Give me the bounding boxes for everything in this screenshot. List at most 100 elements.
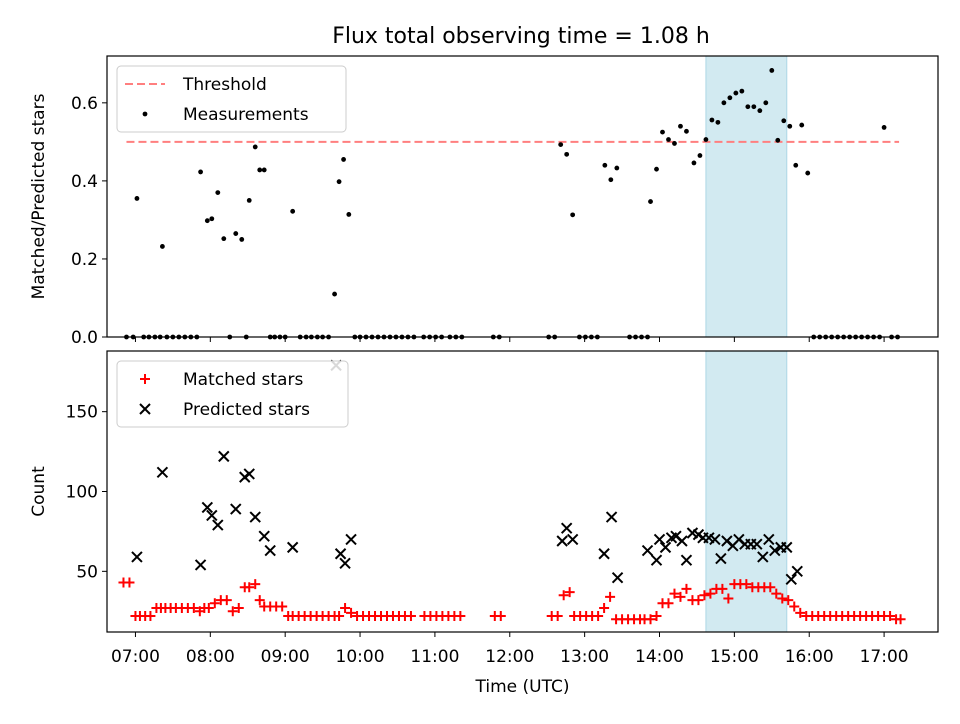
predicted-stars-point <box>560 522 573 534</box>
matched-stars-point <box>346 607 357 618</box>
matched-stars-point <box>783 595 794 606</box>
matched-stars-point <box>789 601 800 612</box>
predicted-stars-point <box>243 468 255 480</box>
predicted-stars-point <box>345 533 357 546</box>
axes-frame <box>106 55 939 338</box>
measurement-point <box>781 118 787 124</box>
matched-stars-point <box>605 591 616 602</box>
matched-stars-point <box>233 603 244 614</box>
measurement-point <box>684 128 689 134</box>
measurement-point <box>204 218 210 224</box>
x-tick-label: 11:00 <box>410 647 459 667</box>
predicted-stars-point <box>650 554 663 566</box>
matched-stars-point <box>593 611 604 622</box>
measurement-point <box>602 162 608 168</box>
matched-stars-point <box>699 590 710 601</box>
measurement-point <box>198 169 203 175</box>
measurement-point <box>678 123 683 129</box>
matched-stars-point <box>221 595 232 606</box>
measurement-point <box>209 216 215 222</box>
measurement-point <box>739 88 745 94</box>
x-tick-label: 08:00 <box>186 647 235 667</box>
predicted-stars-point <box>194 559 207 571</box>
measurement-point <box>257 167 263 173</box>
measurement-point <box>793 162 799 168</box>
measurement-point <box>570 212 576 218</box>
predicted-stars-point <box>264 544 276 557</box>
y-tick-label: 0.6 <box>71 94 98 114</box>
predicted-stars-point <box>605 511 618 523</box>
measurement-point <box>751 104 757 110</box>
x-tick-label: 13:00 <box>560 647 609 667</box>
x-tick-label: 12:00 <box>485 647 534 667</box>
measurement-point <box>252 144 258 150</box>
matched-stars-point <box>188 603 199 614</box>
x-tick-label: 17:00 <box>860 647 909 667</box>
matched-stars-point <box>651 611 662 622</box>
predicted-stars-point <box>230 503 242 515</box>
legend-entry-label: Predicted stars <box>183 400 310 420</box>
matched-stars-point <box>340 603 351 614</box>
matched-stars-point <box>244 582 255 593</box>
measurement-point <box>745 104 751 110</box>
matched-stars-point <box>495 611 506 622</box>
predicted-stars-point <box>201 501 214 514</box>
measurement-point <box>769 68 775 73</box>
measurement-point <box>341 157 346 162</box>
predicted-stars-point <box>556 535 568 547</box>
matched-stars-point <box>795 607 806 618</box>
matched-stars-point <box>203 603 214 614</box>
measurement-point <box>215 190 221 195</box>
matched-stars-point <box>254 595 265 606</box>
legend-entry-label: Matched stars <box>183 370 303 390</box>
measurement-point <box>697 153 703 158</box>
matched-stars-point <box>777 593 788 604</box>
matched-stars-point <box>334 611 345 622</box>
predicted-stars-point <box>131 551 143 563</box>
matched-stars-point <box>455 611 466 622</box>
legend-measurements-swatch <box>142 111 148 117</box>
x-tick-label: 10:00 <box>336 647 385 667</box>
matched-stars-point <box>675 591 686 602</box>
matched-stars-point <box>885 611 896 622</box>
legend-predicted-swatch <box>139 403 151 415</box>
measurement-point <box>703 137 709 142</box>
matched-stars-point <box>124 577 135 588</box>
matched-stars-point <box>681 583 692 594</box>
measurement-point <box>757 108 763 114</box>
matched-stars-point <box>645 614 656 625</box>
legend-entry-label: Threshold <box>182 75 267 95</box>
series-matched-stars <box>118 577 906 625</box>
measurement-point <box>721 100 727 106</box>
measurement-point <box>799 122 805 128</box>
matched-stars-point <box>277 601 288 612</box>
x-tick-label: 15:00 <box>710 647 759 667</box>
measurement-point <box>733 90 739 96</box>
y-tick-label: 0.2 <box>71 250 98 270</box>
predicted-stars-point <box>212 519 224 531</box>
count-panel: 50 100 150 07:00 08:00 09:00 10:00 11:00 12:00 13… <box>29 350 939 697</box>
measurement-point <box>787 123 793 129</box>
measurement-point <box>261 167 267 173</box>
predicted-stars-point <box>339 557 351 570</box>
measurement-point <box>221 236 227 242</box>
predicted-stars-point <box>334 548 347 560</box>
predicted-stars-point <box>258 530 270 542</box>
predicted-stars-point <box>218 450 230 463</box>
measurement-point <box>290 208 296 214</box>
matched-stars-point <box>250 579 261 590</box>
measurement-point <box>660 129 665 135</box>
matched-stars-point <box>552 611 563 622</box>
predicted-stars-point <box>653 533 666 546</box>
measurement-point <box>246 198 252 203</box>
predicted-stars-point <box>611 572 624 584</box>
measurement-point <box>727 95 733 101</box>
measurement-point <box>672 141 677 146</box>
measurement-point <box>346 212 352 217</box>
x-tick-label: 16:00 <box>785 647 834 667</box>
measurement-point <box>648 199 653 204</box>
legend-box <box>116 360 349 428</box>
measurement-point <box>881 125 887 130</box>
y-tick-label: 100 <box>66 483 98 503</box>
